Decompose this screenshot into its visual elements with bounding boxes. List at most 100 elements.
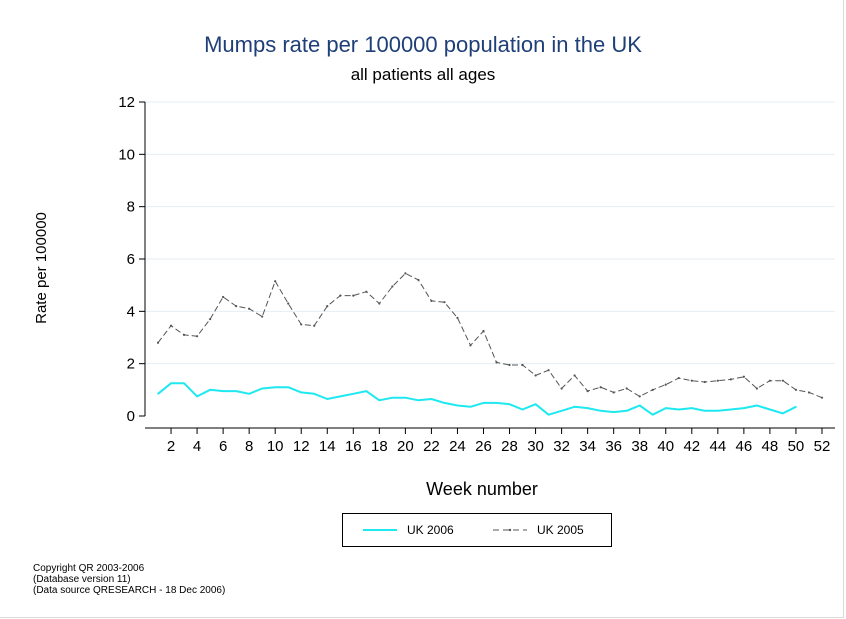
y-tick-label: 10 bbox=[118, 146, 135, 163]
data-point bbox=[235, 390, 237, 392]
x-tick-label: 8 bbox=[245, 438, 253, 455]
footer-notes: Copyright QR 2003-2006 (Database version… bbox=[33, 563, 225, 596]
data-point bbox=[417, 399, 420, 402]
chart-subtitle: all patients all ages bbox=[350, 65, 496, 84]
data-point bbox=[768, 379, 772, 382]
data-point bbox=[156, 341, 160, 344]
data-point bbox=[378, 399, 381, 402]
data-point bbox=[677, 376, 680, 380]
data-point bbox=[508, 363, 511, 367]
footer-data-source: (Data source QRESEARCH - 18 Dec 2006) bbox=[33, 585, 226, 596]
data-point bbox=[782, 412, 784, 415]
data-point bbox=[547, 413, 550, 416]
data-point bbox=[208, 318, 212, 321]
data-point bbox=[716, 379, 719, 382]
series-line-2006 bbox=[157, 382, 797, 416]
data-point bbox=[756, 404, 758, 407]
data-point bbox=[339, 395, 342, 398]
x-tick-label: 36 bbox=[605, 438, 622, 455]
data-point bbox=[482, 329, 485, 333]
data-point bbox=[339, 294, 342, 297]
data-point bbox=[717, 409, 719, 412]
data-point bbox=[300, 323, 303, 326]
x-tick-label: 4 bbox=[193, 438, 201, 455]
data-point bbox=[769, 408, 771, 411]
data-point bbox=[651, 388, 654, 391]
data-point bbox=[599, 386, 602, 389]
x-tick-label: 48 bbox=[762, 438, 779, 455]
gridlines bbox=[145, 101, 835, 365]
data-point bbox=[456, 316, 459, 319]
data-point bbox=[391, 396, 394, 399]
x-tick-label: 12 bbox=[293, 438, 310, 455]
data-point bbox=[430, 398, 433, 400]
x-tick-label: 38 bbox=[631, 438, 648, 455]
data-point bbox=[482, 402, 485, 404]
data-point bbox=[391, 285, 394, 288]
data-point bbox=[704, 409, 706, 412]
legend-swatch-2006 bbox=[363, 529, 397, 531]
legend-label-2005: UK 2005 bbox=[537, 523, 584, 537]
data-point bbox=[352, 392, 355, 395]
data-point bbox=[248, 392, 250, 395]
data-point bbox=[795, 406, 797, 408]
data-point bbox=[287, 302, 290, 305]
x-tick-label: 20 bbox=[397, 438, 414, 455]
data-point bbox=[222, 390, 224, 392]
data-point bbox=[781, 379, 785, 382]
data-point bbox=[248, 307, 251, 310]
y-axis-label: Rate per 100000 bbox=[33, 212, 50, 324]
series-line-2005 bbox=[157, 272, 823, 399]
data-point bbox=[183, 382, 185, 385]
data-point bbox=[794, 388, 798, 391]
data-point bbox=[456, 404, 459, 407]
data-point bbox=[508, 403, 511, 406]
data-point bbox=[222, 295, 225, 299]
data-point bbox=[534, 374, 537, 377]
legend-swatch-2005 bbox=[493, 528, 527, 532]
data-point bbox=[365, 290, 368, 293]
data-point bbox=[182, 333, 186, 336]
x-tick-label: 50 bbox=[788, 438, 805, 455]
data-point bbox=[352, 294, 355, 297]
data-point bbox=[743, 407, 745, 409]
data-point bbox=[326, 398, 329, 400]
x-tick-label: 34 bbox=[579, 438, 596, 455]
data-point bbox=[261, 387, 263, 390]
x-tick-label: 30 bbox=[527, 438, 544, 455]
legend-item-2006: UK 2006 bbox=[363, 523, 454, 537]
y-tick-label: 4 bbox=[127, 303, 135, 320]
data-point bbox=[404, 272, 407, 275]
x-axis-label: Week number bbox=[426, 479, 538, 499]
data-point bbox=[599, 409, 602, 412]
y-tick-label: 8 bbox=[127, 199, 135, 216]
data-point bbox=[300, 391, 303, 394]
data-point bbox=[560, 387, 563, 390]
chart-title: Mumps rate per 100000 population in the … bbox=[204, 32, 642, 57]
x-tick-label: 10 bbox=[267, 438, 284, 455]
data-point bbox=[586, 407, 589, 409]
data-point bbox=[651, 413, 654, 416]
data-point bbox=[547, 369, 550, 372]
data-point bbox=[469, 406, 472, 408]
y-tick-label: 0 bbox=[127, 408, 135, 425]
legend: UK 2006 UK 2005 bbox=[342, 513, 612, 547]
y-tick-label: 2 bbox=[127, 356, 135, 373]
data-point bbox=[573, 406, 576, 408]
data-point bbox=[586, 390, 589, 393]
data-point bbox=[625, 387, 628, 390]
x-tick-label: 2 bbox=[167, 438, 175, 455]
data-point bbox=[313, 324, 316, 327]
x-tick-label: 14 bbox=[319, 438, 336, 455]
data-point bbox=[755, 387, 758, 390]
series bbox=[156, 272, 824, 416]
data-point bbox=[274, 280, 277, 283]
data-point bbox=[521, 408, 524, 411]
data-point bbox=[430, 299, 433, 302]
data-point bbox=[313, 392, 316, 395]
data-point bbox=[326, 305, 329, 308]
data-point bbox=[287, 386, 290, 389]
